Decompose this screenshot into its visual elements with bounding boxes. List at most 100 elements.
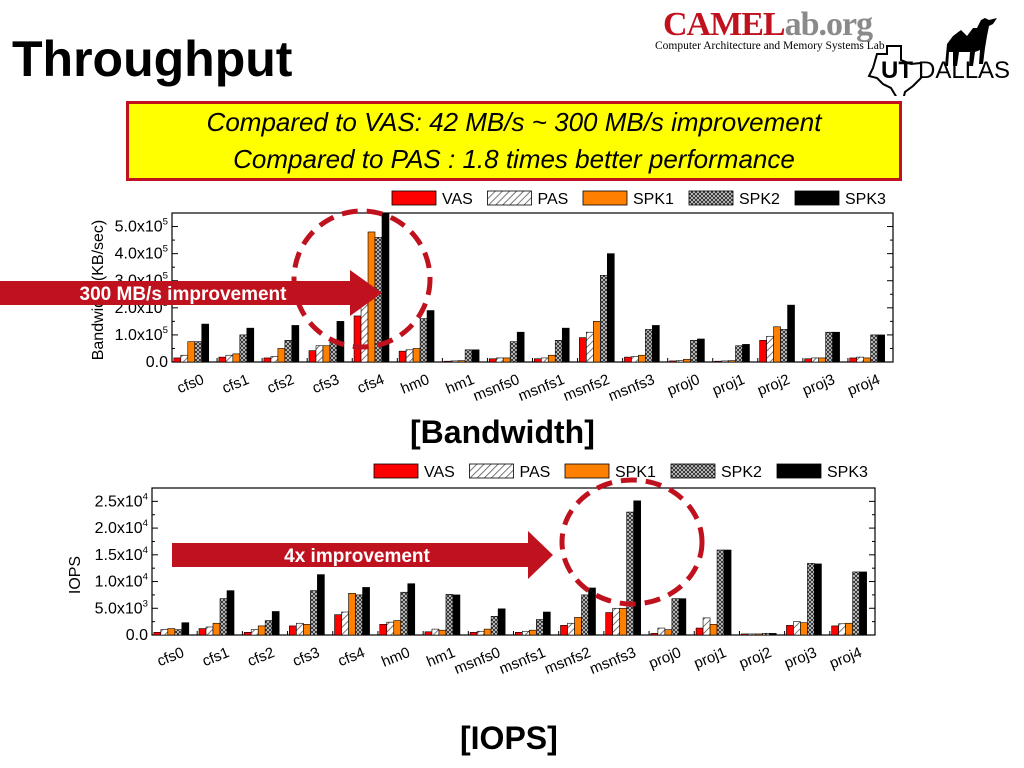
bar	[246, 327, 255, 363]
bar	[469, 632, 478, 636]
x-tick-label: proj4	[845, 371, 882, 399]
bar	[232, 353, 241, 363]
bar	[205, 626, 214, 636]
legend-label: VAS	[424, 464, 455, 481]
callout-box: Compared to VAS: 42 MB/s ~ 300 MB/s impr…	[126, 101, 902, 181]
x-tick-label: msnfs2	[542, 644, 593, 678]
bar	[671, 598, 680, 636]
legend-swatch	[582, 190, 628, 206]
bar	[443, 360, 452, 363]
x-tick-label: cfs1	[220, 371, 252, 397]
bar	[483, 628, 492, 636]
legend-swatch	[776, 463, 822, 479]
y-tick-label: 1.5x104	[95, 545, 149, 564]
lab-subtitle: Computer Architecture and Memory Systems…	[655, 40, 885, 52]
bar	[786, 625, 794, 636]
bar	[398, 350, 407, 363]
legend-swatch	[564, 463, 610, 479]
legend-swatch	[794, 190, 840, 206]
bar	[284, 340, 293, 363]
x-tick-label: proj3	[800, 371, 837, 399]
bar	[329, 341, 338, 363]
ut-dallas-logo: UT DALLAS	[867, 18, 1010, 96]
bar	[424, 631, 433, 636]
bar	[624, 356, 632, 363]
bar	[709, 624, 718, 636]
bar	[859, 571, 867, 636]
dallas-text: DALLAS	[918, 57, 1010, 84]
x-tick-label: cfs2	[265, 371, 297, 397]
bar	[464, 349, 473, 363]
bar	[243, 632, 252, 636]
bar	[560, 625, 568, 636]
bar	[554, 340, 563, 363]
bar	[768, 633, 777, 636]
bar	[426, 310, 435, 363]
y-tick-label: 4.0x105	[115, 244, 168, 263]
y-tick-label: 2.5x104	[95, 491, 149, 510]
bar	[814, 563, 822, 636]
bar	[167, 628, 176, 636]
iops-chart: 0.0 5.0x103 1.0x104 1.5x104 2.0x104 2.5x104 IO…	[67, 463, 876, 678]
bar	[579, 337, 587, 363]
bar	[852, 571, 860, 636]
bar	[181, 622, 190, 636]
bar	[257, 625, 266, 636]
bar	[683, 358, 691, 363]
bar	[877, 334, 885, 363]
legend-swatch	[487, 190, 532, 206]
y-axis-label: IOPS	[67, 556, 84, 594]
bar	[581, 594, 589, 636]
bar	[334, 614, 342, 636]
x-tick-label: msnfs3	[606, 371, 657, 405]
bar	[807, 563, 815, 636]
bar	[405, 349, 414, 363]
bar	[218, 356, 227, 363]
bar	[515, 632, 523, 636]
bar	[735, 345, 743, 363]
bar	[838, 623, 846, 636]
bar	[645, 329, 653, 363]
bar	[740, 633, 749, 636]
bar	[445, 594, 454, 636]
bar	[400, 591, 409, 636]
legend-swatch	[688, 190, 734, 206]
bar	[529, 629, 537, 636]
bar	[831, 625, 839, 636]
x-tick-label: msnfs0	[471, 371, 522, 405]
bar	[250, 629, 259, 636]
bar	[574, 617, 582, 636]
bar	[607, 253, 615, 363]
bar	[832, 331, 840, 363]
bar	[471, 349, 480, 363]
bar	[488, 358, 497, 363]
bar	[536, 619, 544, 636]
legend-label: SPK3	[845, 191, 886, 208]
bar	[678, 598, 687, 636]
y-tick-label: 1.0x105	[115, 325, 168, 344]
bar	[522, 630, 530, 636]
bar	[317, 574, 325, 636]
legend-label: SPK2	[721, 464, 762, 481]
bar	[226, 590, 235, 636]
bar	[695, 627, 704, 636]
bar	[322, 345, 331, 363]
bar	[766, 335, 774, 363]
x-tick-label: msnfs0	[452, 644, 503, 678]
bar	[393, 620, 402, 636]
bar	[626, 511, 634, 636]
bar	[747, 633, 756, 636]
bar	[497, 608, 506, 636]
x-tick-label: cfs0	[175, 371, 207, 397]
bar	[219, 598, 228, 636]
bar	[239, 334, 248, 363]
y-tick-label: 2.0x104	[95, 518, 149, 537]
bar	[619, 607, 627, 636]
bar	[315, 345, 324, 363]
x-tick-label: cfs4	[355, 371, 387, 397]
bar	[728, 360, 736, 363]
bar	[567, 622, 575, 636]
bar	[419, 318, 428, 363]
bar	[721, 360, 729, 363]
